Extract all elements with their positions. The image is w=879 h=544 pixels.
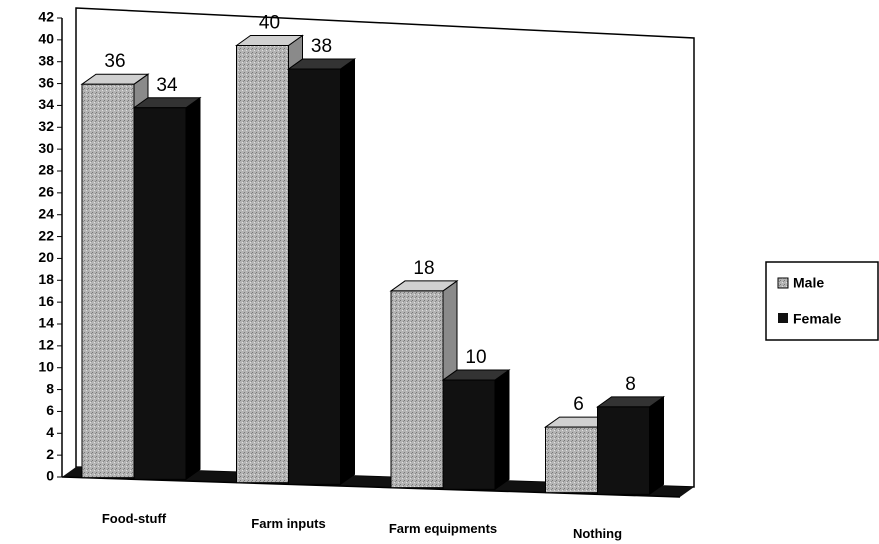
y-tick-label: 18 xyxy=(38,271,54,287)
x-tick-label: Food-stuff xyxy=(102,511,167,526)
bar-front xyxy=(133,107,187,480)
y-tick-label: 12 xyxy=(38,337,54,353)
bar-side xyxy=(494,369,510,491)
y-tick-label: 14 xyxy=(38,315,54,331)
bar-front xyxy=(442,379,496,490)
bar-front xyxy=(390,290,444,489)
y-tick-label: 24 xyxy=(38,205,54,221)
floor xyxy=(62,467,694,497)
y-tick-label: 38 xyxy=(38,52,54,68)
legend-label: Male xyxy=(793,275,824,291)
y-tick-label: 20 xyxy=(38,249,54,265)
bar xyxy=(286,58,357,486)
bar-side xyxy=(185,96,201,481)
bar-front xyxy=(288,68,341,485)
y-tick-label: 30 xyxy=(38,140,54,156)
y-tick-label: 16 xyxy=(38,293,54,309)
y-tick-label: 4 xyxy=(46,424,54,440)
value-label: 8 xyxy=(625,374,636,395)
legend-box xyxy=(765,261,879,341)
bar xyxy=(595,395,666,496)
y-tick-label: 26 xyxy=(38,184,54,200)
y-tick-label: 10 xyxy=(38,358,54,374)
y-tick-label: 28 xyxy=(38,162,54,178)
x-tick-label: Nothing xyxy=(573,526,622,541)
value-label: 38 xyxy=(311,36,332,57)
x-axis xyxy=(61,476,681,498)
legend-swatch xyxy=(778,313,788,323)
y-tick-label: 32 xyxy=(38,118,54,134)
y-tick-label: 6 xyxy=(46,402,54,418)
bar-side xyxy=(649,395,664,496)
value-label: 6 xyxy=(573,394,584,415)
y-tick-label: 40 xyxy=(38,31,54,47)
value-label: 36 xyxy=(104,51,125,72)
bar-front xyxy=(597,406,650,495)
bar xyxy=(132,96,202,481)
x-tick-label: Farm equipments xyxy=(389,521,497,536)
y-tick-label: 22 xyxy=(38,227,54,243)
y-tick-label: 36 xyxy=(38,74,54,90)
bar-front xyxy=(545,426,598,494)
legend: Male Female xyxy=(765,261,879,341)
x-tick-label: Farm inputs xyxy=(251,516,325,531)
value-label: 10 xyxy=(465,347,486,368)
y-tick-label: 2 xyxy=(46,446,54,462)
y-tick-label: 8 xyxy=(46,380,54,396)
y-tick-label: 42 xyxy=(38,9,54,25)
bar-side xyxy=(340,58,355,486)
legend-swatch xyxy=(777,277,789,289)
legend-label: Female xyxy=(793,311,841,327)
y-tick-label: 34 xyxy=(38,96,54,112)
bar xyxy=(441,369,511,491)
y-tick-label: 0 xyxy=(46,468,54,484)
bar-front xyxy=(236,45,289,484)
value-label: 40 xyxy=(259,13,280,34)
value-label: 34 xyxy=(156,75,178,96)
value-label: 18 xyxy=(413,258,434,279)
bar-front xyxy=(81,83,135,479)
